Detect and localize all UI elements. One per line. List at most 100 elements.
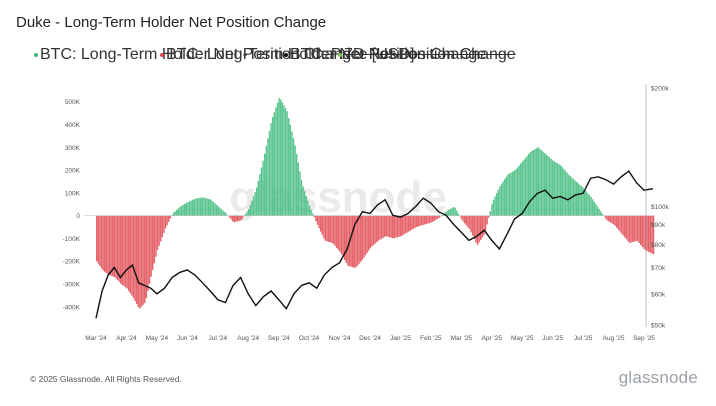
negative-bar bbox=[643, 215, 645, 249]
positive-bar bbox=[254, 192, 256, 216]
negative-bar bbox=[328, 215, 330, 242]
positive-bar bbox=[278, 97, 280, 216]
y-left-tick-label: 500K bbox=[65, 99, 81, 106]
negative-bar bbox=[228, 215, 231, 218]
positive-bar bbox=[590, 196, 592, 216]
negative-bar bbox=[476, 215, 479, 245]
negative-bar bbox=[128, 215, 130, 291]
positive-bar bbox=[536, 148, 538, 216]
negative-bar bbox=[390, 215, 392, 238]
positive-bar bbox=[208, 199, 210, 216]
positive-bar bbox=[454, 207, 456, 216]
negative-bar bbox=[649, 215, 652, 253]
btc-price-line bbox=[95, 170, 654, 319]
y-left-tick-label: -200K bbox=[63, 259, 81, 266]
positive-bar bbox=[529, 152, 532, 216]
positive-bar bbox=[596, 206, 599, 216]
x-tick-label: Feb '25 bbox=[420, 335, 442, 342]
x-tick-label: Apr '25 bbox=[482, 335, 503, 342]
y-right-tick-label: $70k bbox=[651, 265, 666, 272]
legend-item-7d-net[interactable]: 7D Net Position Change bbox=[338, 46, 516, 64]
negative-bar bbox=[468, 215, 471, 230]
positive-bar bbox=[262, 160, 264, 216]
negative-bar bbox=[340, 215, 343, 255]
positive-bar bbox=[172, 212, 175, 216]
positive-bar bbox=[225, 213, 228, 216]
positive-bar bbox=[592, 199, 594, 216]
positive-bar bbox=[244, 213, 247, 216]
legend-item-ltH-positive[interactable]: BTC: Long-Term Holder Net Position Chang… bbox=[34, 46, 360, 64]
positive-bar bbox=[508, 173, 511, 216]
positive-bar bbox=[568, 174, 570, 216]
negative-bar bbox=[147, 215, 149, 292]
negative-bar bbox=[377, 215, 380, 241]
positive-bar bbox=[246, 211, 248, 216]
negative-bar bbox=[115, 215, 117, 279]
positive-bar bbox=[547, 156, 549, 216]
positive-bar bbox=[211, 200, 213, 216]
positive-bar bbox=[214, 203, 216, 216]
negative-bar bbox=[339, 215, 341, 252]
positive-bar bbox=[272, 117, 274, 216]
positive-bar bbox=[299, 171, 301, 216]
x-tick-label: Jun '25 bbox=[542, 335, 563, 342]
negative-bar bbox=[616, 215, 618, 228]
positive-bar bbox=[566, 172, 568, 216]
positive-bar bbox=[184, 203, 186, 216]
positive-bar bbox=[451, 208, 453, 216]
negative-bar bbox=[110, 215, 112, 276]
negative-bar bbox=[169, 215, 172, 219]
legend-item-price[interactable]: BTC: Price [USD] bbox=[284, 46, 414, 64]
negative-bar bbox=[633, 215, 636, 242]
positive-bar bbox=[259, 174, 261, 216]
legend-label: BTC: Long-Term Holder Net Position Chang… bbox=[166, 46, 487, 63]
positive-bar bbox=[502, 181, 504, 216]
negative-bar bbox=[161, 215, 164, 238]
negative-bar bbox=[152, 215, 154, 270]
x-tick-label: May '25 bbox=[511, 335, 534, 342]
negative-bar bbox=[393, 215, 396, 239]
negative-bar bbox=[459, 215, 461, 217]
negative-bar bbox=[316, 215, 319, 225]
legend-item-ltH-negative[interactable]: BTC: Long-Term Holder Net Position Chang… bbox=[160, 46, 486, 64]
positive-bar bbox=[275, 107, 277, 216]
negative-bar bbox=[369, 215, 372, 249]
positive-bar bbox=[516, 167, 519, 216]
positive-bar bbox=[564, 170, 567, 216]
positive-bar bbox=[248, 209, 250, 216]
positive-bar bbox=[561, 167, 564, 216]
negative-bar bbox=[318, 215, 320, 229]
negative-bar bbox=[620, 215, 623, 234]
negative-bar bbox=[420, 215, 423, 226]
negative-bar bbox=[108, 215, 111, 276]
positive-bar bbox=[523, 159, 525, 216]
negative-bar bbox=[97, 215, 100, 264]
negative-bar bbox=[132, 215, 135, 299]
negative-bar bbox=[360, 215, 362, 262]
positive-bar bbox=[224, 212, 226, 216]
positive-bar bbox=[499, 186, 501, 216]
x-tick-label: Mar '24 bbox=[85, 335, 107, 342]
positive-bar bbox=[220, 209, 223, 216]
negative-bar bbox=[364, 215, 367, 256]
y-left-tick-label: 200K bbox=[65, 168, 81, 175]
positive-bar bbox=[294, 145, 296, 216]
negative-bar bbox=[432, 215, 434, 222]
negative-bar bbox=[625, 215, 628, 240]
negative-bar bbox=[398, 215, 400, 237]
negative-bar bbox=[372, 215, 375, 246]
negative-bar bbox=[332, 215, 335, 244]
x-tick-label: May '24 bbox=[146, 335, 169, 342]
negative-bar bbox=[235, 215, 237, 222]
negative-bar bbox=[342, 215, 344, 258]
negative-bar bbox=[374, 215, 376, 244]
negative-bar bbox=[406, 215, 408, 233]
positive-bar bbox=[195, 198, 197, 216]
positive-bar bbox=[182, 204, 184, 216]
legend-7d-dot-icon bbox=[338, 53, 342, 57]
y-left-tick-label: -100K bbox=[63, 236, 81, 243]
negative-bar bbox=[478, 215, 480, 243]
x-tick-label: Oct '24 bbox=[299, 335, 320, 342]
negative-bar bbox=[139, 215, 141, 309]
positive-bar bbox=[296, 154, 298, 216]
